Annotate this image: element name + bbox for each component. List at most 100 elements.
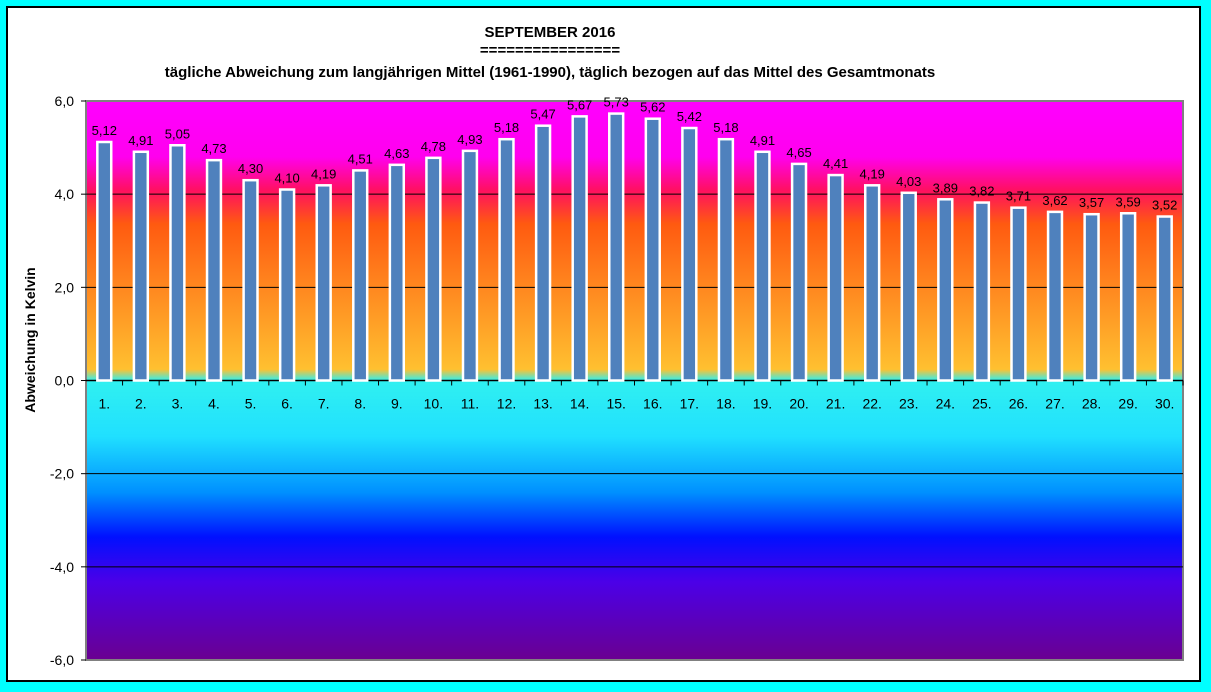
- data-label: 5,62: [640, 100, 665, 115]
- y-tick-label: 2,0: [55, 279, 75, 295]
- data-label: 4,93: [457, 132, 482, 147]
- x-tick-label: 22.: [862, 396, 881, 412]
- x-tick-label: 8.: [354, 396, 366, 412]
- x-tick-label: 24.: [936, 396, 955, 412]
- bar-day-2: [132, 150, 150, 382]
- x-tick-label: 21.: [826, 396, 845, 412]
- y-tick-label: 0,0: [55, 373, 75, 389]
- bar-day-29: [1119, 212, 1137, 382]
- x-tick-label: 29.: [1118, 396, 1137, 412]
- data-label: 3,71: [1006, 189, 1031, 204]
- x-tick-label: 2.: [135, 396, 147, 412]
- x-tick-label: 18.: [716, 396, 735, 412]
- data-label: 5,05: [165, 126, 190, 141]
- data-label: 4,10: [274, 171, 299, 186]
- bar-day-9: [388, 163, 406, 382]
- x-tick-label: 14.: [570, 396, 589, 412]
- data-label: 5,18: [713, 120, 738, 135]
- bar-day-11: [461, 149, 479, 382]
- x-tick-label: 30.: [1155, 396, 1174, 412]
- bar-day-7: [315, 184, 332, 382]
- data-label: 4,30: [238, 161, 263, 176]
- y-tick-label: -6,0: [50, 652, 74, 668]
- y-tick-label: 4,0: [55, 186, 75, 202]
- x-tick-label: 27.: [1045, 396, 1064, 412]
- x-tick-label: 23.: [899, 396, 918, 412]
- chart-title-underline: ================: [479, 42, 621, 59]
- bar-day-25: [973, 201, 991, 382]
- bar-day-1: [96, 140, 113, 382]
- data-label: 5,73: [604, 95, 629, 110]
- bar-day-6: [278, 188, 296, 382]
- data-label: 4,51: [348, 151, 373, 166]
- bar-day-19: [754, 150, 771, 382]
- data-label: 3,59: [1115, 194, 1140, 209]
- bar-day-3: [169, 144, 186, 382]
- data-label: 5,12: [92, 123, 117, 138]
- x-tick-label: 20.: [789, 396, 808, 412]
- y-tick-label: 6,0: [55, 93, 75, 109]
- x-tick-label: 9.: [391, 396, 403, 412]
- x-tick-label: 16.: [643, 396, 662, 412]
- bar-day-20: [790, 162, 808, 382]
- x-tick-label: 28.: [1082, 396, 1101, 412]
- data-label: 4,73: [201, 141, 226, 156]
- data-label: 4,41: [823, 156, 848, 171]
- data-label: 4,19: [311, 166, 336, 181]
- x-tick-label: 7.: [318, 396, 330, 412]
- x-tick-label: 10.: [424, 396, 443, 412]
- chart-title: SEPTEMBER 2016: [484, 24, 616, 41]
- y-axis-label: Abweichung in Kelvin: [22, 267, 38, 412]
- bar-day-16: [644, 117, 661, 382]
- data-label: 4,03: [896, 174, 921, 189]
- data-label: 4,19: [860, 166, 885, 181]
- bar-day-22: [863, 184, 881, 382]
- y-tick-label: -2,0: [50, 466, 74, 482]
- data-label: 5,18: [494, 120, 519, 135]
- data-label: 5,47: [530, 107, 555, 122]
- data-label: 5,42: [677, 109, 702, 124]
- bar-day-4: [205, 158, 223, 382]
- x-tick-label: 1.: [98, 396, 110, 412]
- data-label: 4,63: [384, 146, 409, 161]
- data-label: 5,67: [567, 97, 592, 112]
- bar-day-12: [498, 137, 515, 382]
- data-label: 4,78: [421, 139, 446, 154]
- bar-day-28: [1083, 212, 1100, 382]
- data-label: 3,52: [1152, 198, 1177, 213]
- bar-day-17: [681, 126, 698, 382]
- x-tick-label: 6.: [281, 396, 293, 412]
- data-label: 3,82: [969, 184, 994, 199]
- data-label: 3,89: [933, 180, 958, 195]
- x-tick-label: 26.: [1009, 396, 1028, 412]
- bar-day-5: [242, 178, 259, 382]
- x-tick-label: 19.: [753, 396, 772, 412]
- x-tick-label: 15.: [606, 396, 625, 412]
- x-tick-label: 4.: [208, 396, 220, 412]
- bar-day-14: [571, 115, 588, 382]
- x-tick-label: 17.: [680, 396, 699, 412]
- bar-day-10: [425, 156, 442, 382]
- x-tick-label: 13.: [533, 396, 552, 412]
- data-label: 4,91: [128, 133, 153, 148]
- bar-day-27: [1046, 210, 1064, 382]
- bar-day-8: [352, 169, 369, 382]
- bar-day-26: [1010, 206, 1027, 382]
- x-tick-label: 12.: [497, 396, 516, 412]
- x-tick-label: 25.: [972, 396, 991, 412]
- y-tick-label: -4,0: [50, 559, 74, 575]
- bar-day-30: [1156, 215, 1173, 382]
- x-tick-label: 11.: [461, 396, 479, 412]
- bar-day-23: [900, 191, 917, 382]
- data-label: 4,91: [750, 133, 775, 148]
- data-label: 4,65: [786, 145, 811, 160]
- x-tick-label: 3.: [172, 396, 184, 412]
- x-tick-label: 5.: [245, 396, 257, 412]
- chart-subtitle: tägliche Abweichung zum langjährigen Mit…: [164, 64, 936, 81]
- bar-day-24: [937, 198, 954, 382]
- bar-day-15: [608, 112, 625, 382]
- bar-day-18: [717, 137, 735, 382]
- bar-day-21: [827, 173, 844, 382]
- data-label: 3,62: [1042, 193, 1067, 208]
